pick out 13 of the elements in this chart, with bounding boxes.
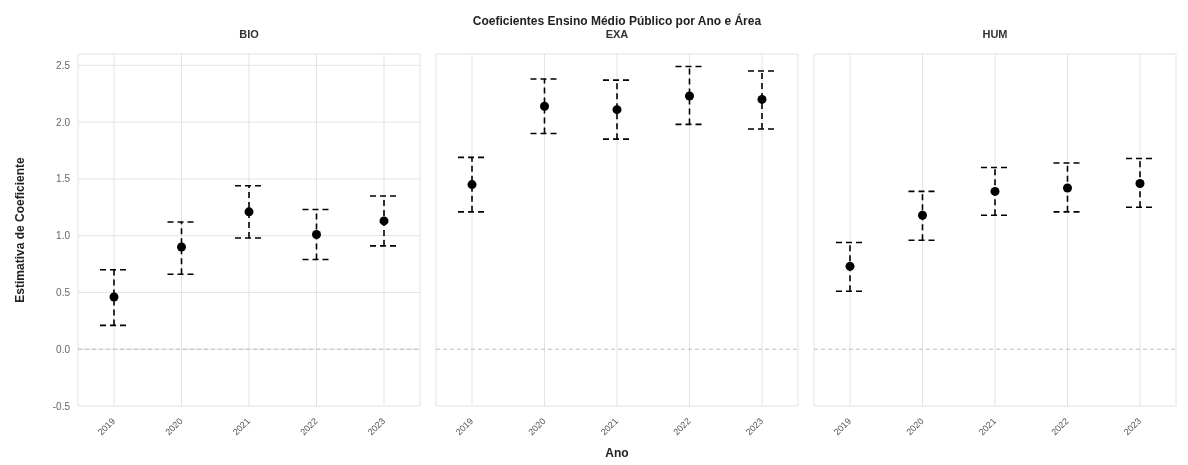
chart-subtitle: BIO bbox=[238, 28, 260, 42]
y-tick-label: 2.0 bbox=[56, 116, 71, 128]
y-tick-label: 0.0 bbox=[56, 343, 71, 355]
x-axis-title: Ano bbox=[604, 446, 630, 462]
y-tick-label: 2.5 bbox=[56, 59, 71, 71]
chart-title: Coeficientes Ensino Médio Público por Ano e Área bbox=[471, 12, 763, 28]
chart-subtitle: EXA bbox=[604, 28, 630, 42]
y-tick-label: 1.5 bbox=[56, 173, 71, 185]
chart-subtitle: HUM bbox=[981, 28, 1009, 42]
y-tick-label: 0.5 bbox=[56, 287, 71, 298]
y-axis-title: Estimativa de Coeficiente bbox=[13, 156, 28, 303]
y-tick-label: -0.5 bbox=[52, 400, 71, 412]
y-tick-label: 1.0 bbox=[56, 230, 71, 242]
